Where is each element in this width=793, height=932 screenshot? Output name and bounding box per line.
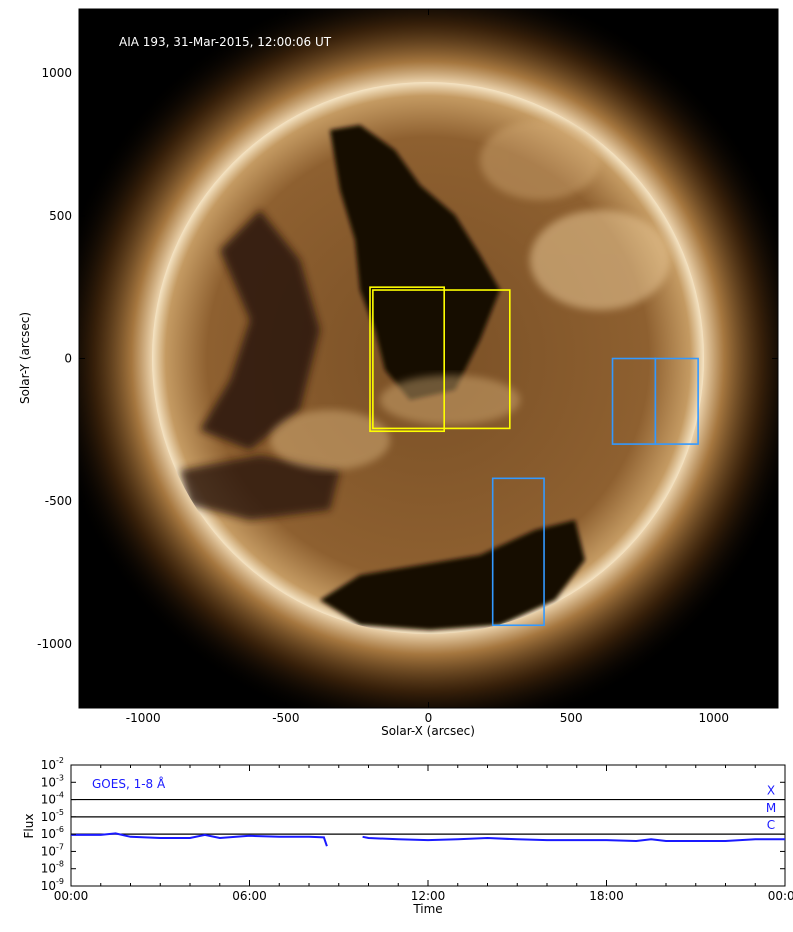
goes-y-tick-label: 10 [41,862,56,876]
goes-class-thresholds: XMC [71,784,785,835]
y-tick-label: 0 [64,352,72,366]
region-boxes [369,286,699,627]
region-box [654,357,699,445]
goes-y-tick-exponent: -6 [56,825,64,834]
goes-y-tick-label: 10 [41,810,56,824]
x-tick-label: 500 [560,711,583,725]
image-title: AIA 193, 31-Mar-2015, 12:00:06 UT [119,35,332,49]
bright-region-north [480,120,600,200]
goes-y-ticks: 10-210-310-410-510-610-710-810-9 [41,756,785,893]
dark-lane-south [180,455,340,520]
goes-y-axis-label: Flux [22,814,36,839]
region-box [491,477,545,627]
image-x-ticks: -1000 -500 0 500 1000 [126,9,729,725]
goes-x-ticks: 00:00 06:00 12:00 18:00 00:00 [54,765,793,903]
goes-x-tick-label: 06:00 [232,889,267,903]
goes-y-tick-label: 10 [41,827,56,841]
coronal-hole-south [320,520,585,630]
bright-region-center [380,375,520,425]
goes-y-tick-exponent: -4 [56,791,64,800]
goes-y-tick-exponent: -7 [56,842,64,851]
goes-flux-line [71,832,785,847]
y-tick-label: -500 [45,494,72,508]
goes-y-tick-exponent: -3 [56,773,64,782]
x-tick-label: 0 [425,711,433,725]
goes-x-tick-label: 12:00 [411,889,446,903]
goes-y-tick-label: 10 [41,758,56,772]
goes-y-tick-exponent: -5 [56,808,64,817]
goes-y-tick-label: 10 [41,879,56,893]
x-tick-label: 1000 [699,711,730,725]
bright-region-east [530,210,670,310]
goes-y-tick-exponent: -8 [56,860,64,869]
image-y-axis-label: Solar-Y (arcsec) [18,312,32,404]
goes-x-tick-label: 00:00 [54,889,89,903]
dark-filament-west [200,210,320,450]
x-tick-label: -500 [272,711,299,725]
region-box [369,286,445,433]
y-tick-label: -1000 [37,637,72,651]
y-tick-label: 500 [49,209,72,223]
goes-y-tick-label: 10 [41,775,56,789]
solar-image: AIA 193, 31-Mar-2015, 12:00:06 UT [79,9,778,708]
goes-label: GOES, 1-8 Å [92,776,166,791]
class-label: C [767,818,775,832]
y-tick-label: 1000 [41,66,72,80]
class-label: X [767,784,775,798]
x-tick-label: -1000 [126,711,161,725]
region-box [372,289,511,430]
image-y-ticks: 1000 500 0 -500 -1000 [37,66,778,651]
goes-x-tick-label: 18:00 [589,889,624,903]
bright-region-south [270,410,390,470]
goes-y-tick-label: 10 [41,793,56,807]
goes-y-tick-exponent: -9 [56,877,64,886]
goes-y-tick-label: 10 [41,844,56,858]
goes-axes-frame [70,764,786,887]
image-x-axis-label: Solar-X (arcsec) [381,724,475,738]
class-label: M [766,801,776,815]
coronal-hole-north [330,125,500,400]
disk-features [180,120,670,630]
goes-x-tick-label: 00:00 [768,889,793,903]
goes-x-axis-label: Time [412,902,442,916]
goes-y-tick-exponent: -2 [56,756,64,765]
